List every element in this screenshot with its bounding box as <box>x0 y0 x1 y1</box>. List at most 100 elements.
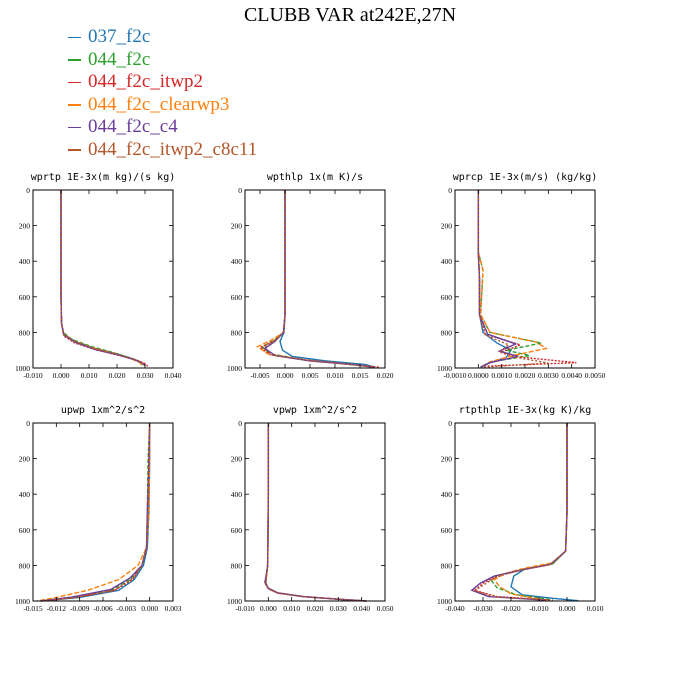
x-tick-label: 0.040 <box>165 371 182 380</box>
x-tick-label: 0.000 <box>559 604 576 613</box>
series-line <box>261 190 376 368</box>
panel-title: rtpthlp 1E-3x(kg K)/kg <box>459 405 591 416</box>
x-tick-label: -0.006 <box>93 604 113 613</box>
y-tick-label: 400 <box>19 257 31 266</box>
series-group <box>60 190 149 367</box>
y-tick-label: 400 <box>441 257 453 266</box>
series-line <box>264 423 367 602</box>
x-tick-label: 0.015 <box>352 371 369 380</box>
x-tick-label: 0.000 <box>277 371 294 380</box>
panel-title: vpwp 1xm^2/s^2 <box>273 405 357 416</box>
legend-entry: 044_f2c_itwp2 <box>68 71 257 94</box>
legend-swatch <box>68 59 81 61</box>
y-tick-label: 400 <box>231 490 243 499</box>
y-tick-label: 1000 <box>15 364 30 373</box>
panel-title: upwp 1xm^2/s^2 <box>61 405 145 416</box>
series-line <box>60 190 143 366</box>
x-tick-label: -0.040 <box>445 604 465 613</box>
x-tick-label: -0.030 <box>473 604 493 613</box>
y-tick-label: 0 <box>448 186 452 195</box>
x-tick-label: 0.0010 <box>491 371 512 380</box>
y-tick-label: 200 <box>441 222 453 231</box>
legend-label: 044_f2c_itwp2 <box>88 71 204 92</box>
series-group <box>477 190 577 368</box>
x-tick-label: 0.005 <box>302 371 319 380</box>
x-tick-label: -0.0010 <box>443 371 466 380</box>
y-tick-label: 600 <box>231 526 243 535</box>
y-tick-label: 600 <box>441 526 453 535</box>
series-line <box>264 423 367 602</box>
series-line <box>265 423 367 602</box>
series-group <box>264 423 367 602</box>
y-tick-label: 600 <box>441 293 453 302</box>
x-tick-label: 0.0040 <box>561 371 582 380</box>
y-tick-label: 0 <box>448 419 452 428</box>
y-tick-label: 800 <box>19 328 31 337</box>
legend-label: 044_f2c_clearwp3 <box>88 93 230 115</box>
series-line <box>279 190 376 368</box>
panel-title: wpthlp 1x(m K)/s <box>267 172 363 183</box>
x-tick-label: 0.010 <box>587 604 604 613</box>
panel-3: wprcp 1E-3x(m/s) (kg/kg)0 200 400 600 800 100… <box>437 172 606 380</box>
x-tick-label: 0.0020 <box>515 371 536 380</box>
legend-entry: 037_f2c <box>68 26 257 49</box>
x-tick-label: 0.030 <box>330 604 347 613</box>
y-tick-label: 600 <box>19 526 31 535</box>
legend-entry: 044_f2c_clearwp3 <box>68 94 257 117</box>
y-tick-label: 600 <box>231 293 243 302</box>
x-tick-label: 0.0030 <box>538 371 559 380</box>
legend-swatch <box>68 36 81 38</box>
x-tick-label: 0.020 <box>377 371 394 380</box>
series-line <box>264 423 367 602</box>
y-tick-label: 200 <box>231 222 243 231</box>
plot-frame <box>32 189 174 369</box>
y-tick-label: 1000 <box>15 597 30 606</box>
y-tick-label: 400 <box>231 257 243 266</box>
series-line <box>60 190 149 367</box>
x-tick-label: -0.009 <box>70 604 90 613</box>
series-line <box>510 423 579 602</box>
x-tick-label: -0.020 <box>501 604 521 613</box>
plot-frame <box>454 422 596 602</box>
y-tick-label: 0 <box>26 186 30 195</box>
x-tick-label: 0.000 <box>53 371 70 380</box>
y-tick-label: 1000 <box>227 597 242 606</box>
series-line <box>60 190 143 366</box>
legend-label: 037_f2c <box>88 26 151 47</box>
y-tick-label: 800 <box>441 328 453 337</box>
series-line <box>477 190 549 368</box>
x-tick-label: -0.003 <box>117 604 137 613</box>
panel-1: wprtp 1E-3x(m kg)/(s kg)0 200 400 600 800 100… <box>15 172 182 380</box>
legend-swatch <box>68 126 81 128</box>
y-tick-label: 600 <box>19 293 31 302</box>
y-tick-label: 800 <box>441 561 453 570</box>
x-tick-label: 0.040 <box>353 604 370 613</box>
series-line <box>264 423 367 602</box>
x-tick-label: -0.012 <box>47 604 67 613</box>
x-tick-label: 0.000 <box>141 604 158 613</box>
series-line <box>60 190 146 366</box>
y-tick-label: 0 <box>26 419 30 428</box>
series-line <box>261 190 376 368</box>
legend-swatch <box>68 104 81 106</box>
panel-5: vpwp 1xm^2/s^2 0 200 400 600 800 1000-0.010 0.0… <box>227 405 394 613</box>
x-tick-label: 0.010 <box>283 604 300 613</box>
series-line <box>40 422 151 602</box>
figure-title: CLUBB VAR at242E,27N <box>243 4 457 26</box>
y-tick-label: 0 <box>238 419 242 428</box>
y-tick-label: 800 <box>19 561 31 570</box>
y-tick-label: 1000 <box>227 364 242 373</box>
x-tick-label: 0.020 <box>109 371 126 380</box>
series-line <box>477 190 542 368</box>
x-tick-label: -0.005 <box>250 371 270 380</box>
x-tick-label: 0.030 <box>137 371 154 380</box>
series-group <box>256 190 381 368</box>
series-line <box>36 423 151 602</box>
legend-entry: 044_f2c <box>68 49 257 72</box>
series-line <box>477 190 577 367</box>
series-line <box>60 190 146 367</box>
y-tick-label: 1000 <box>437 364 452 373</box>
legend-label: 044_f2c_c4 <box>88 116 178 137</box>
series-line <box>263 190 376 368</box>
